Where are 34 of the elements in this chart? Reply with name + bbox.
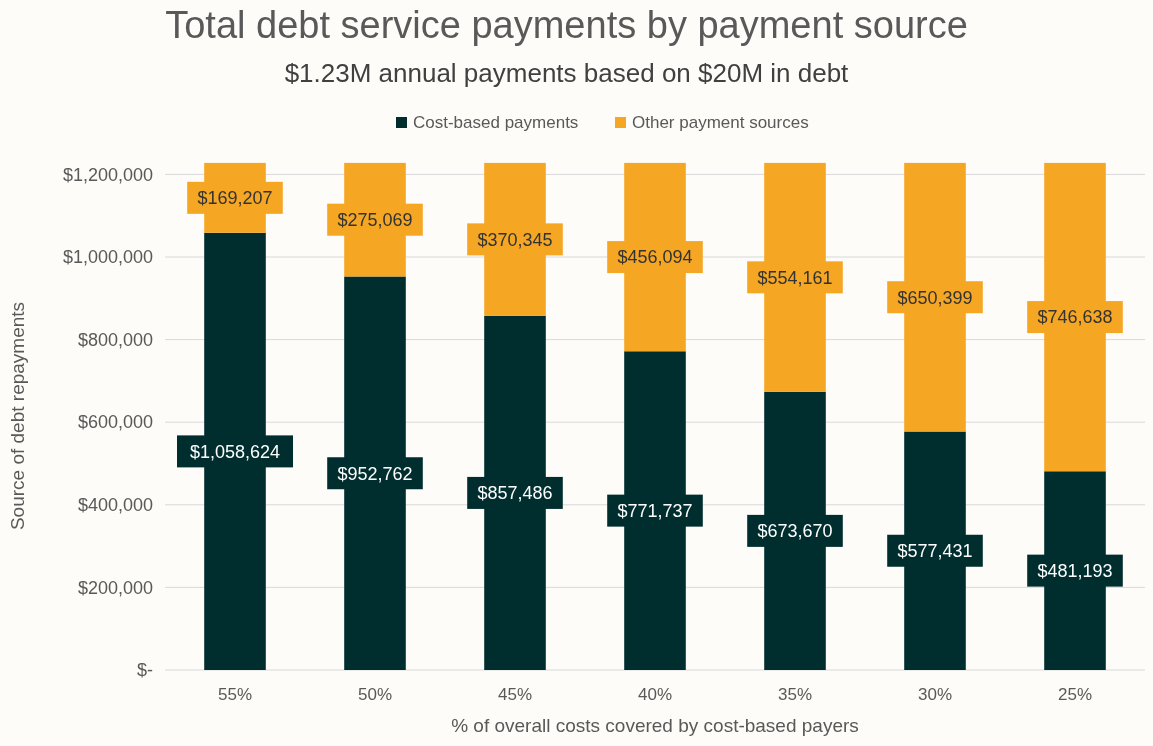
data-label: $746,638 — [1037, 307, 1113, 328]
data-label: $577,431 — [897, 541, 973, 562]
data-label: $554,161 — [757, 267, 833, 288]
y-tick-label: $400,000 — [77, 495, 153, 516]
data-label: $857,486 — [477, 483, 553, 504]
y-tick-label: $1,000,000 — [62, 247, 153, 268]
data-label: $456,094 — [617, 247, 693, 268]
legend-label: Cost-based payments — [413, 113, 579, 132]
x-tick-label: 50% — [357, 685, 393, 704]
x-tick-label: 55% — [217, 685, 253, 704]
legend-label: Other payment sources — [632, 113, 809, 132]
y-tick-label: $200,000 — [77, 577, 153, 598]
y-tick-label: $- — [136, 660, 153, 681]
y-tick-label: $600,000 — [77, 412, 153, 433]
x-tick-label: 30% — [917, 685, 953, 704]
data-label: $370,345 — [477, 229, 553, 250]
data-label: $650,399 — [897, 287, 973, 308]
data-label: $673,670 — [757, 521, 833, 542]
x-tick-label: 25% — [1057, 685, 1093, 704]
data-label: $481,193 — [1037, 560, 1113, 581]
data-label: $275,069 — [337, 210, 413, 230]
y-tick-label: $1,200,000 — [62, 164, 153, 185]
x-tick-label: 40% — [637, 685, 673, 704]
x-tick-label: 35% — [777, 685, 813, 704]
chart-title: Total debt service payments by payment source — [165, 4, 968, 46]
data-label: $169,207 — [197, 188, 273, 209]
data-label: $1,058,624 — [189, 441, 281, 462]
data-label: $771,737 — [617, 500, 693, 521]
y-axis-title: Source of debt repayments — [7, 301, 28, 531]
x-tick-label: 45% — [497, 685, 533, 704]
y-tick-label: $800,000 — [77, 329, 153, 350]
x-axis-title: % of overall costs covered by cost-based payers — [451, 715, 859, 736]
data-label: $952,762 — [337, 463, 413, 484]
chart-subtitle: $1.23M annual payments based on $20M in debt — [284, 58, 850, 88]
